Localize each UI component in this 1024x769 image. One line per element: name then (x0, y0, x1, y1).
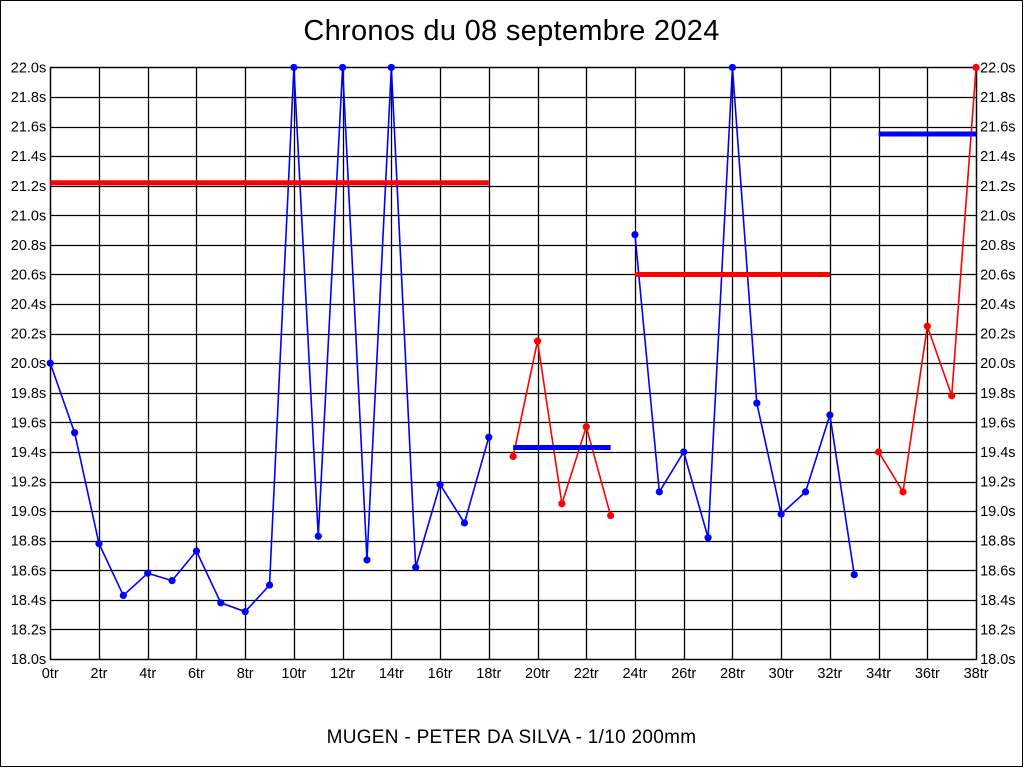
svg-text:21.4s: 21.4s (11, 149, 46, 165)
svg-text:21.6s: 21.6s (11, 120, 46, 136)
svg-text:18.2s: 18.2s (11, 622, 46, 638)
svg-text:20.8s: 20.8s (980, 238, 1015, 254)
svg-text:20.0s: 20.0s (11, 356, 46, 372)
svg-text:18.8s: 18.8s (980, 534, 1015, 550)
svg-text:19.6s: 19.6s (980, 415, 1015, 431)
svg-text:20tr: 20tr (525, 666, 550, 682)
svg-text:10tr: 10tr (281, 666, 306, 682)
svg-text:8tr: 8tr (237, 666, 254, 682)
svg-text:21.0s: 21.0s (11, 208, 46, 224)
svg-text:20.2s: 20.2s (980, 327, 1015, 343)
svg-text:16tr: 16tr (428, 666, 453, 682)
svg-text:21.2s: 21.2s (11, 179, 46, 195)
svg-text:19.2s: 19.2s (980, 475, 1015, 491)
svg-text:19.8s: 19.8s (11, 386, 46, 402)
svg-text:21.0s: 21.0s (980, 208, 1015, 224)
svg-text:19.2s: 19.2s (11, 475, 46, 491)
svg-text:19.0s: 19.0s (11, 504, 46, 520)
svg-text:20.4s: 20.4s (11, 297, 46, 313)
svg-text:20.2s: 20.2s (11, 327, 46, 343)
svg-text:18.4s: 18.4s (11, 593, 46, 609)
svg-text:19.8s: 19.8s (980, 386, 1015, 402)
svg-text:22tr: 22tr (574, 666, 599, 682)
svg-text:20.0s: 20.0s (980, 356, 1015, 372)
svg-text:18.6s: 18.6s (11, 563, 46, 579)
svg-text:32tr: 32tr (817, 666, 842, 682)
svg-text:20.6s: 20.6s (11, 267, 46, 283)
svg-text:18tr: 18tr (476, 666, 501, 682)
svg-text:19.0s: 19.0s (980, 504, 1015, 520)
svg-text:18.2s: 18.2s (980, 622, 1015, 638)
svg-text:22.0s: 22.0s (980, 60, 1015, 76)
svg-text:20.4s: 20.4s (980, 297, 1015, 313)
svg-text:4tr: 4tr (139, 666, 156, 682)
svg-text:19.6s: 19.6s (11, 415, 46, 431)
svg-text:21.6s: 21.6s (980, 120, 1015, 136)
svg-text:30tr: 30tr (769, 666, 794, 682)
svg-text:18.6s: 18.6s (980, 563, 1015, 579)
svg-text:19.4s: 19.4s (11, 445, 46, 461)
svg-text:18.8s: 18.8s (11, 534, 46, 550)
svg-text:2tr: 2tr (91, 666, 108, 682)
svg-text:20.6s: 20.6s (980, 267, 1015, 283)
svg-text:6tr: 6tr (188, 666, 205, 682)
svg-text:36tr: 36tr (915, 666, 940, 682)
svg-text:34tr: 34tr (866, 666, 891, 682)
svg-text:28tr: 28tr (720, 666, 745, 682)
svg-text:20.8s: 20.8s (11, 238, 46, 254)
svg-text:22.0s: 22.0s (11, 60, 46, 76)
svg-text:21.8s: 21.8s (980, 90, 1015, 106)
svg-text:26tr: 26tr (671, 666, 696, 682)
svg-text:21.2s: 21.2s (980, 179, 1015, 195)
svg-text:38tr: 38tr (964, 666, 989, 682)
svg-text:24tr: 24tr (622, 666, 647, 682)
svg-text:18.4s: 18.4s (980, 593, 1015, 609)
svg-text:0tr: 0tr (42, 666, 59, 682)
svg-text:19.4s: 19.4s (980, 445, 1015, 461)
svg-text:21.4s: 21.4s (980, 149, 1015, 165)
svg-text:14tr: 14tr (379, 666, 404, 682)
svg-text:12tr: 12tr (330, 666, 355, 682)
svg-text:21.8s: 21.8s (11, 90, 46, 106)
